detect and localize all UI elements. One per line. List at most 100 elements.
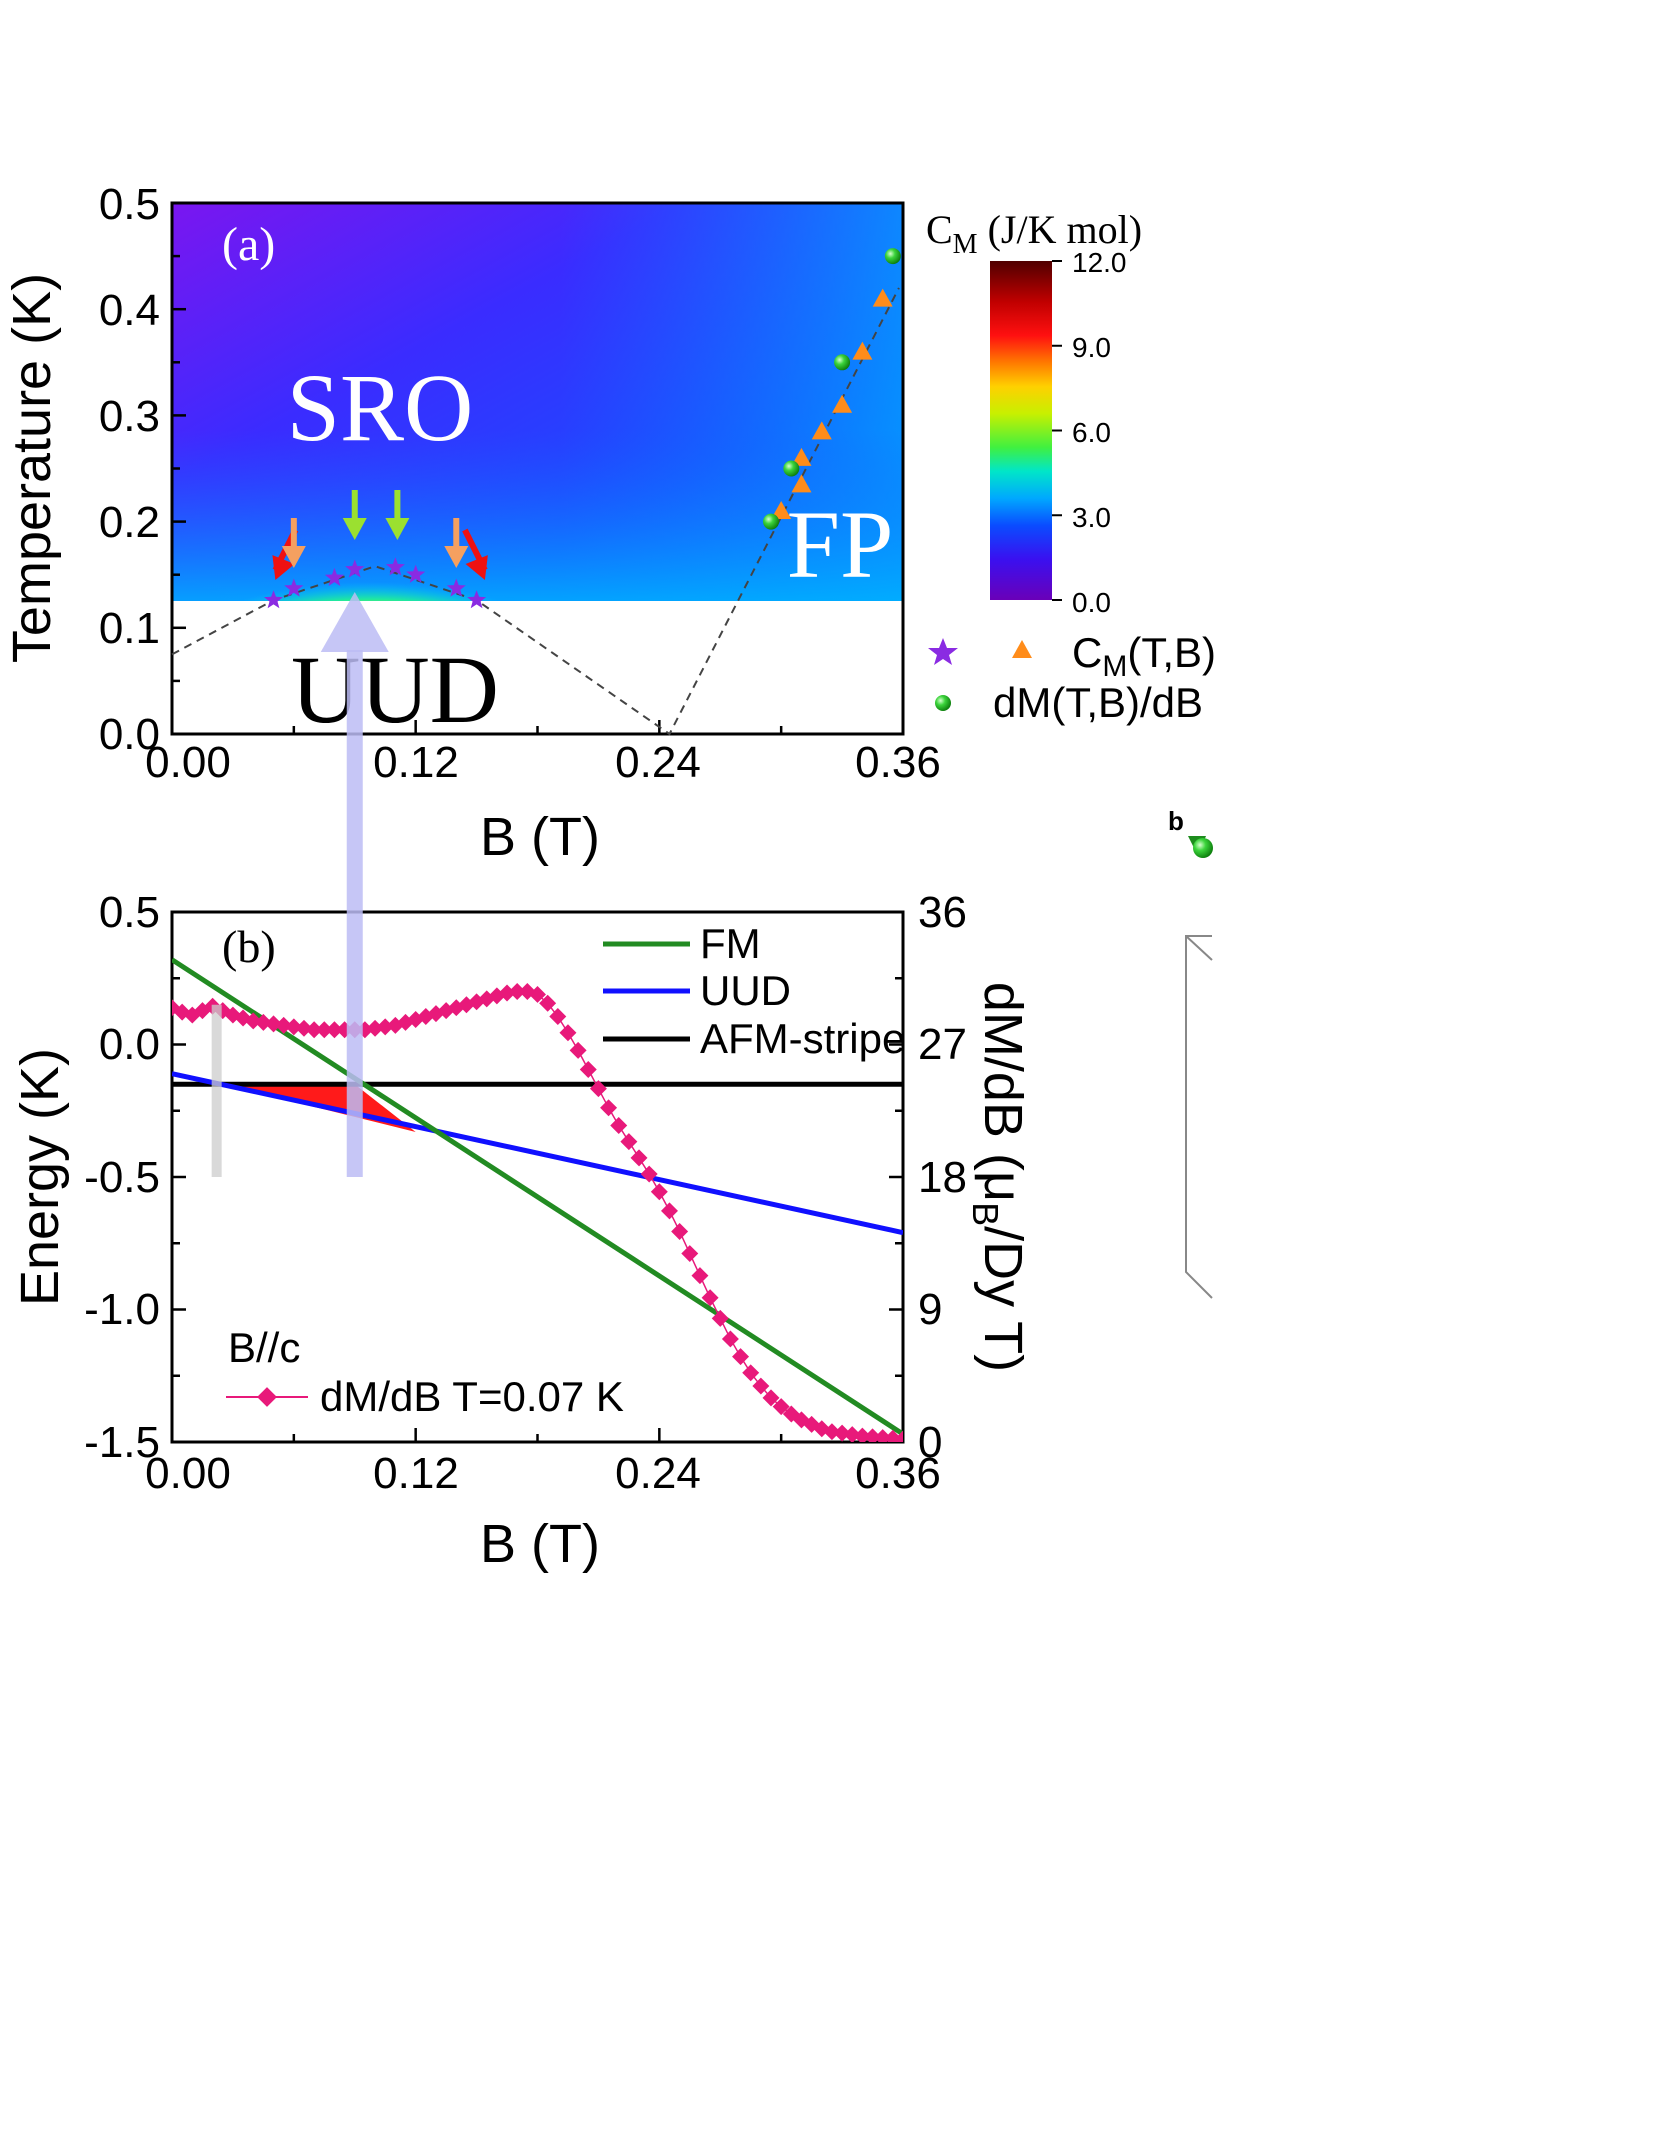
field-link-arrow-head (320, 592, 389, 652)
dmdb-curve-points (172, 983, 903, 1442)
dmdb-point (579, 1061, 597, 1079)
dmdb-sphere-marker (884, 248, 901, 265)
dmdb-point (254, 1013, 272, 1031)
dmdb-point (671, 1222, 689, 1240)
transition-arrow-head (342, 518, 367, 540)
dmdb-point (732, 1348, 750, 1366)
transition-arrow-head (272, 555, 295, 580)
y-axis-title-b: Energy (K) (10, 1048, 70, 1306)
axes-b: 0.00 0.12 0.24 0.36 0.5 0.0 -0.5 -1.0 -1… (10, 888, 1033, 1574)
heatmap (172, 203, 903, 601)
y2-axis-title-b: dM/dB (μB/Dy T) (965, 982, 1033, 1372)
colorbar: CM (J/K mol) 12.0 9.0 6.0 3.0 0.0 (926, 207, 1142, 618)
dmdb-point (853, 1427, 871, 1442)
cm-star-marker (385, 557, 405, 576)
cm-triangle-marker (811, 421, 832, 440)
y-tick-label-1: 0.1 (99, 604, 160, 653)
colorbar-tick-label-0: 12.0 (1072, 247, 1127, 278)
cm-triangle-marker (771, 500, 792, 519)
cm-star-marker (264, 590, 283, 609)
dmdb-point (762, 1389, 780, 1407)
cm-triangle-marker (852, 341, 873, 360)
y-tick-label-4: 0.4 (99, 286, 160, 335)
cm-triangle-marker (791, 447, 812, 466)
field-direction-label: B//c (228, 1324, 300, 1371)
dmdb-point (864, 1428, 882, 1442)
cm-star-marker (406, 564, 426, 583)
transition-arrow-head (281, 546, 306, 568)
legend-dmdb-label: dM/dB T=0.07 K (320, 1373, 624, 1420)
y2-tick-label-1: 27 (918, 1020, 967, 1069)
legend-dmdb-marker (257, 1387, 277, 1407)
dmdb-point (325, 1021, 343, 1039)
dmdb-point (539, 994, 557, 1012)
fm-line (172, 957, 903, 1437)
dmdb-point (315, 1021, 333, 1039)
dmdb-point (630, 1149, 648, 1167)
colorbar-tick-label-4: 0.0 (1072, 587, 1111, 618)
x-tick-label-3: 0.36 (855, 738, 941, 787)
dmdb-point (843, 1426, 861, 1442)
dmdb-point (701, 1289, 719, 1307)
field-link-arrow-shaft (346, 650, 363, 1177)
transition-arrow-head (444, 546, 469, 568)
dmdb-point (874, 1429, 892, 1442)
cm-triangle-marker (832, 394, 853, 413)
dmdb-point (681, 1245, 699, 1263)
cm-triangle-points (771, 288, 893, 519)
colorbar-title: CM (J/K mol) (926, 207, 1142, 260)
y-tick-label-b-3: -1.0 (84, 1285, 160, 1334)
x-tick-label-b-0: 0.00 (145, 1449, 231, 1498)
y2-tick-label-3: 9 (918, 1285, 942, 1334)
legend-star-marker (928, 638, 958, 665)
dmdb-point (650, 1183, 668, 1201)
plot-area-b (172, 957, 903, 1442)
transition-arrows (272, 490, 488, 580)
adjacent-green-sphere (1193, 838, 1213, 858)
legend-triangle-marker (1012, 640, 1032, 658)
colorbar-ticks (1052, 260, 1062, 601)
y-tick-label-b-4: -1.5 (84, 1418, 160, 1467)
legend-a: CM(T,B) dM(T,B)/dB (928, 629, 1216, 726)
x-axis-title-a: B (T) (480, 807, 600, 867)
transition-arrow-head (465, 555, 488, 580)
cm-triangle-marker (872, 288, 893, 307)
y-tick-label-2: 0.2 (99, 498, 160, 547)
legend-fm-label: FM (700, 920, 761, 967)
x-tick-label-2: 0.24 (615, 738, 701, 787)
dmdb-point (894, 1430, 903, 1442)
y2-tick-label-0: 36 (918, 888, 967, 937)
dmdb-point (752, 1377, 770, 1395)
grey-field-marker (211, 1004, 222, 1177)
dmdb-point (691, 1267, 709, 1285)
y2-tick-label-4: 0 (918, 1418, 942, 1467)
y-tick-label-b-2: -0.5 (84, 1153, 160, 1202)
adjacent-figure-fragment: b (1168, 806, 1213, 1299)
adjacent-panel-letter: b (1168, 806, 1184, 836)
dmdb-point (772, 1398, 790, 1416)
colorbar-scale (990, 261, 1052, 600)
dmdb-sphere-marker (763, 513, 780, 530)
y-tick-label-3: 0.3 (99, 392, 160, 441)
cm-triangle-marker (791, 474, 812, 493)
x-tick-label-b-1: 0.12 (373, 1449, 459, 1498)
region-label-fp: FP (787, 491, 894, 598)
y-tick-label-5: 0.5 (99, 180, 160, 229)
dmdb-point (721, 1330, 739, 1348)
cm-star-marker (467, 590, 487, 609)
legend-b: FM UUD AFM-stripe B//c dM/dB T=0.07 K (226, 920, 905, 1420)
dmdb-point (508, 983, 526, 1000)
y-axis-title-a: Temperature (K) (2, 273, 62, 663)
dmdb-sphere-marker (834, 354, 851, 371)
cm-star-marker (324, 567, 344, 586)
y-tick-label-0: 0.0 (99, 710, 160, 759)
dmdb-point (610, 1116, 628, 1134)
dmdb-point (589, 1080, 607, 1098)
legend-afm-label: AFM-stripe (700, 1015, 905, 1062)
y-tick-label-b-0: 0.5 (99, 888, 160, 937)
dmdb-point (569, 1041, 587, 1059)
dmdb-point (559, 1024, 577, 1042)
dmdb-sphere-marker (783, 460, 800, 477)
cm-star-points (264, 557, 487, 609)
cm-star-marker (284, 578, 304, 597)
